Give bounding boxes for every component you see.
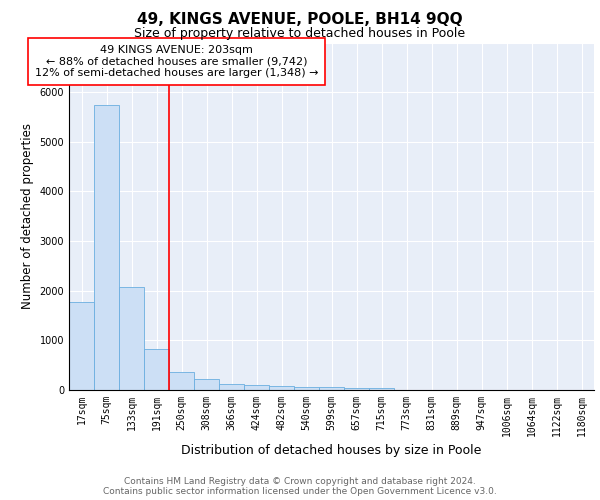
Bar	[269, 386, 294, 390]
Text: Contains HM Land Registry data © Crown copyright and database right 2024.
Contai: Contains HM Land Registry data © Crown c…	[103, 476, 497, 496]
Bar	[119, 286, 144, 390]
Text: 49, KINGS AVENUE, POOLE, BH14 9QQ: 49, KINGS AVENUE, POOLE, BH14 9QQ	[137, 12, 463, 28]
Bar	[319, 388, 344, 390]
Bar	[244, 385, 269, 390]
Y-axis label: Number of detached properties: Number of detached properties	[21, 123, 34, 309]
Bar	[194, 378, 219, 390]
Bar	[294, 387, 319, 390]
Bar	[369, 388, 394, 390]
X-axis label: Distribution of detached houses by size in Poole: Distribution of detached houses by size …	[181, 444, 482, 458]
Bar	[144, 350, 169, 390]
Bar	[169, 372, 194, 390]
Bar	[69, 302, 94, 390]
Bar	[219, 384, 244, 390]
Bar	[94, 104, 119, 390]
Text: Size of property relative to detached houses in Poole: Size of property relative to detached ho…	[134, 28, 466, 40]
Text: 49 KINGS AVENUE: 203sqm
← 88% of detached houses are smaller (9,742)
12% of semi: 49 KINGS AVENUE: 203sqm ← 88% of detache…	[35, 45, 318, 78]
Bar	[344, 388, 369, 390]
